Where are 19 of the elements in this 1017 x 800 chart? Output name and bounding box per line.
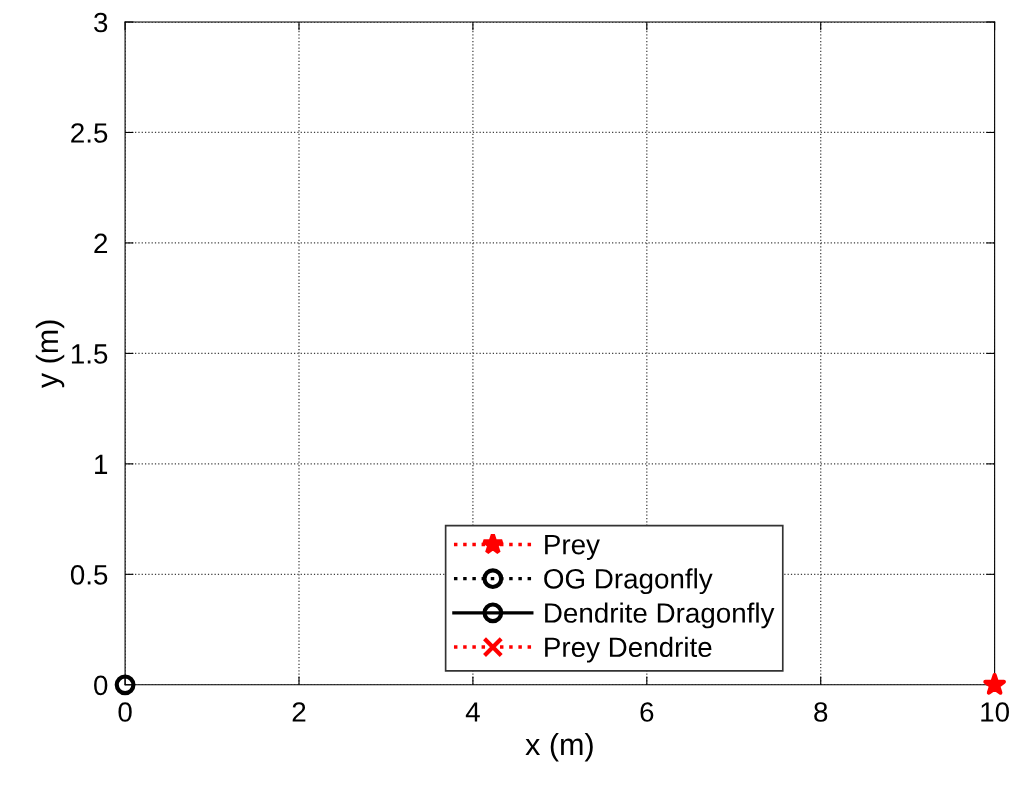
- x-tick-label: 6: [640, 702, 654, 722]
- x-axis-title: x (m): [525, 732, 593, 762]
- y-tick-label: 0: [94, 675, 108, 696]
- y-tick-label: 2: [94, 233, 108, 253]
- x-tick-label: 10: [981, 702, 1009, 722]
- y-tick-label: 2.5: [71, 123, 108, 143]
- y-tick-label: 3: [94, 12, 108, 33]
- y-axis-title: y (m): [35, 320, 65, 389]
- y-tick-label: 1: [95, 454, 108, 474]
- legend-label: Prey Dendrite: [545, 636, 712, 663]
- x-tick-label: 4: [465, 702, 480, 722]
- x-tick-label: 8: [814, 702, 828, 722]
- x-tick-label: 2: [292, 702, 306, 722]
- y-tick-label: 0.5: [70, 565, 108, 585]
- x-tick-label: 0: [118, 702, 132, 722]
- legend-label: Dendrite Dragonfly: [545, 602, 775, 629]
- legend-label: OG Dragonfly: [544, 568, 713, 595]
- y-tick-label: 1.5: [71, 344, 108, 364]
- legend-label: Prey: [545, 535, 600, 560]
